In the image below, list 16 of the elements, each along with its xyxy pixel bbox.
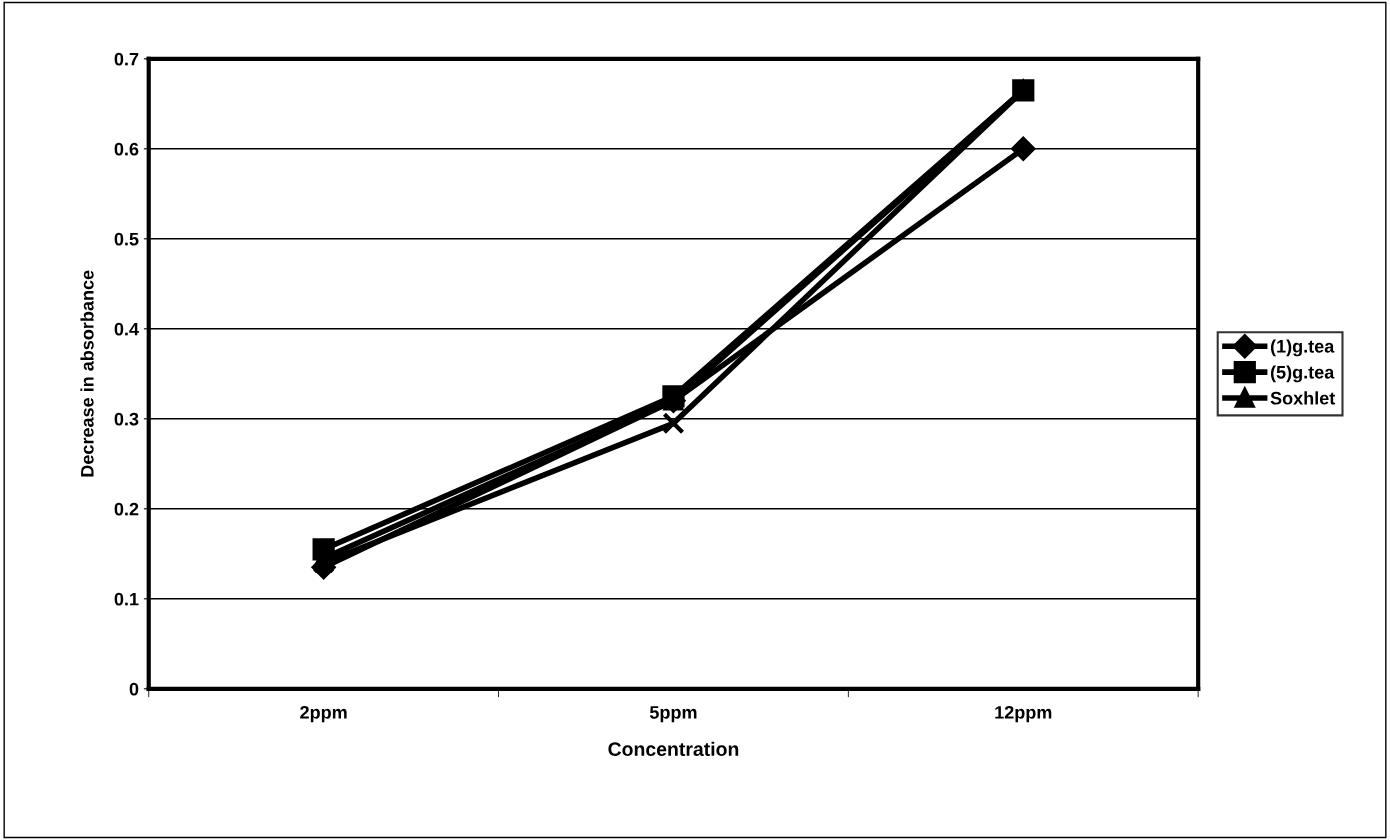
y-tick-label: 0.4 — [114, 322, 139, 336]
y-tick-label: 0.1 — [114, 592, 139, 606]
x-tick-label: 12ppm — [995, 705, 1052, 723]
y-tick-label: 0 — [129, 682, 139, 696]
legend-label: (5)g.tea — [1270, 365, 1335, 383]
legend-label: (1)g.tea — [1270, 339, 1335, 357]
legend-label: Soxhlet — [1270, 391, 1336, 405]
y-axis-title: Decrease in absorbance — [80, 270, 94, 477]
x-axis-title: Concentration — [608, 741, 739, 757]
y-tick-label: 0.5 — [114, 232, 139, 246]
y-tick-label: 0.2 — [114, 502, 139, 516]
x-tick-label: 2ppm — [300, 705, 347, 723]
x-tick-label: 5ppm — [649, 706, 697, 723]
y-tick-label: 0.3 — [114, 412, 139, 426]
y-tick-label: 0.7 — [114, 52, 139, 66]
y-tick-label: 0.6 — [114, 142, 139, 156]
